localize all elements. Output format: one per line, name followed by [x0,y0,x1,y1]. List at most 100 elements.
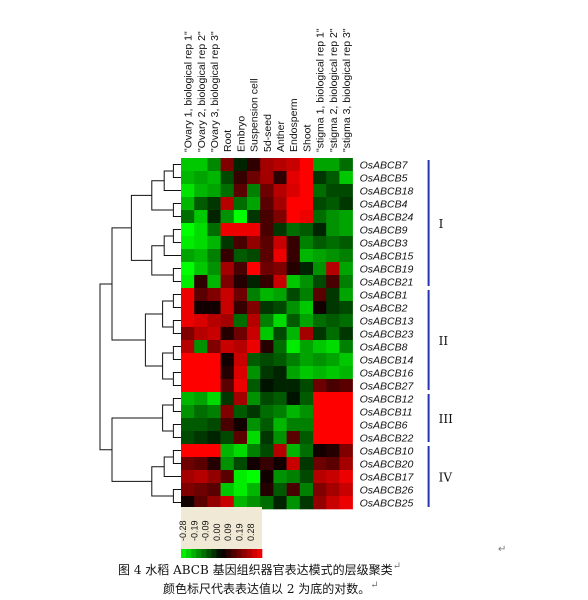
row-label: OsABCB6 [360,420,408,432]
heatmap-cell [273,301,287,315]
heatmap-cell [220,236,235,250]
heatmap-cell [233,496,248,510]
heatmap-cell [181,496,195,510]
column-label: "stigma 3, biological rep 3" [341,28,353,152]
heatmap-cell [233,366,248,380]
heatmap-cell [339,249,353,263]
heatmap-cell [181,236,195,250]
heatmap-cell [220,353,235,367]
heatmap-cell [207,379,221,393]
heatmap-cell [286,236,301,250]
heatmap-cell [181,314,195,328]
heatmap-cell [207,171,221,185]
column-label: "Ovary 3, biological rep 3" [209,31,221,152]
heatmap-cell [260,288,274,302]
heatmap-cell [299,418,314,432]
dendrogram-branch [172,424,181,438]
heatmap-cell [339,379,353,393]
row-label: OsABCB27 [360,381,415,393]
heatmap-cell [339,444,353,458]
heatmap-cell [326,418,340,432]
dendrogram-branch [172,268,181,282]
legend-swatch [196,549,202,558]
heatmap-cell [339,197,353,211]
column-label: "stigma 1, biological rep 1" [315,28,327,152]
heatmap-cell [207,496,221,510]
legend-tick-label: 0.09 [223,523,233,541]
legend-swatch [191,549,197,558]
heatmap-cell [339,223,353,237]
heatmap-cell [313,249,327,263]
heatmap-cell [194,314,208,328]
heatmap-cell [233,431,248,445]
heatmap-cell [247,327,261,341]
heatmap-cell [339,405,353,419]
heatmap-cell [260,418,274,432]
heatmap-cell [207,249,221,263]
heatmap-cell [260,197,274,211]
heatmap-cell [286,171,301,185]
heatmap-cell [181,184,195,198]
heatmap-cell [260,223,274,237]
heatmap-cell [181,275,195,289]
column-label: Root [222,130,234,152]
dendrogram-branch [163,235,181,256]
row-label: OsABCB5 [360,173,408,185]
heatmap-cell [207,236,221,250]
heatmap-cell [299,379,314,393]
heatmap-cell [207,275,221,289]
heatmap-cell [207,197,221,211]
heatmap-cell [273,171,287,185]
dendrogram-branch [172,320,181,334]
heatmap-cell [220,392,235,406]
legend-swatch [186,549,192,558]
legend-tick-label: 0.00 [212,523,222,541]
heatmap-cell [260,470,274,484]
heatmap-cell [299,184,314,198]
heatmap-cell [194,301,208,315]
heatmap-cell [313,405,327,419]
heatmap-cell [233,197,248,211]
heatmap-cell [273,249,287,263]
heatmap-cell [299,353,314,367]
cluster-label: IV [439,471,453,485]
heatmap-cell [326,288,340,302]
legend-tick-label: -0.28 [178,520,188,541]
heatmap-cell [233,418,248,432]
dendrogram-branch [172,489,181,503]
column-label: Suspension cell [249,78,261,152]
column-label: Anther [275,121,287,152]
heatmap-cell [299,197,314,211]
heatmap-cell [273,314,287,328]
heatmap-cell [326,470,340,484]
heatmap-cell [194,366,208,380]
heatmap-cell [339,483,353,497]
heatmap-cell [220,340,235,354]
heatmap-cell [207,431,221,445]
heatmap-cell [260,379,274,393]
heatmap-cell [313,483,327,497]
heatmap-cell [313,210,327,224]
row-dendrogram [99,164,181,503]
heatmap-cell [233,379,248,393]
heatmap-cell [286,288,301,302]
heatmap-cell [273,483,287,497]
dendrogram-branch [163,170,181,191]
heatmap-cell [313,496,327,510]
heatmap-cell [313,301,327,315]
heatmap-cell [260,366,274,380]
column-label: 5d-seed [262,114,274,152]
heatmap-cell [220,171,235,185]
legend-tick-label: 0.19 [235,523,245,541]
heatmap-cell [273,158,287,172]
dendrogram-branch [111,227,146,341]
heatmap-cell [286,470,301,484]
heatmap-cell [273,366,287,380]
heatmap-cell [286,301,301,315]
heatmap-cell [273,431,287,445]
heatmap-cell [207,327,221,341]
legend-swatch [221,549,227,558]
heatmap-cell [313,275,327,289]
heatmap-cell [339,340,353,354]
heatmap-cell [299,444,314,458]
